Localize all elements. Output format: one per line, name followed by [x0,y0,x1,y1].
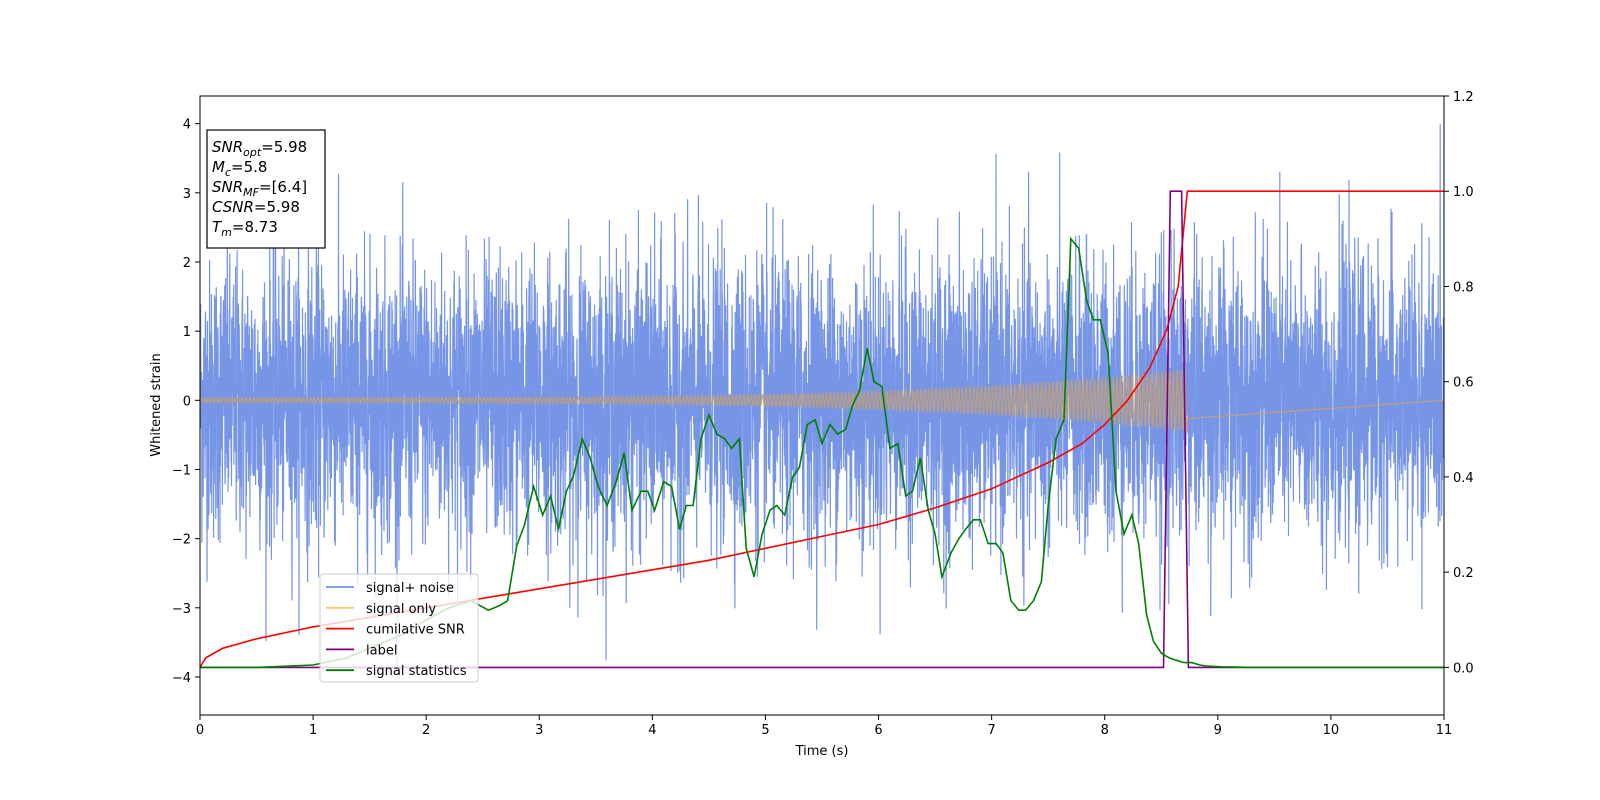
y-tick-label: 0 [183,394,191,409]
legend-label: label [366,643,397,658]
x-tick-label: 7 [987,723,995,738]
y-axis-left: 4 3 2 1 0 −1 −2 −3 −4 [172,118,200,686]
y-tick-label: 1 [183,325,191,340]
x-axis: 0 1 2 3 4 5 6 7 8 9 10 11 [196,715,1452,738]
annotation-line: CSNR=5.98 [212,198,300,216]
axes-frame [199,95,1445,716]
annotation-line: SNRopt=5.98 [212,138,307,159]
x-tick-label: 4 [648,723,656,738]
y-tick-label: −1 [172,463,191,478]
y-tick-label: −3 [172,602,191,617]
legend-label: signal statistics [366,664,467,679]
x-tick-label: 0 [196,723,204,738]
y-tick-label: −2 [172,533,191,548]
x-tick-label: 9 [1214,723,1222,738]
signal-only-line [200,369,1444,432]
x-tick-label: 2 [422,723,430,738]
legend-label: cumilative SNR [366,623,465,638]
y2-tick-label: 0.4 [1453,471,1474,486]
x-tick-label: 6 [874,723,882,738]
y2-tick-label: 0.0 [1453,661,1474,676]
y-axis-right: 1.2 1.0 0.8 0.6 0.4 0.2 0.0 [1444,90,1474,676]
y2-tick-label: 1.2 [1453,90,1474,105]
y2-tick-label: 0.8 [1453,280,1474,295]
x-tick-label: 11 [1436,723,1453,738]
y-tick-label: 3 [183,187,191,202]
y-axis-label: Whitened strain [149,353,164,456]
y-tick-label: −4 [172,671,191,686]
y2-tick-label: 0.2 [1453,566,1474,581]
x-tick-label: 1 [309,723,317,738]
y-tick-label: 2 [183,256,191,271]
y2-tick-label: 0.6 [1453,376,1474,391]
x-tick-label: 8 [1101,723,1109,738]
signal-only-series [200,369,1444,432]
legend-label: signal only [366,602,436,617]
signal-noise-line [200,124,1444,679]
annotation-line: SNRMF=[6.4] [212,178,307,199]
x-tick-label: 10 [1323,723,1340,738]
legend: signal+ noise signal only cumilative SNR la… [319,573,479,683]
x-axis-label: Time (s) [795,744,849,759]
y-tick-label: 4 [183,118,191,133]
x-tick-label: 5 [761,723,769,738]
legend-label: signal+ noise [366,581,454,596]
signal-statistics-line [200,236,1444,669]
annotation-line: Mc=5.8 [212,158,267,179]
signal-noise-series [200,124,1444,679]
y2-tick-label: 1.0 [1453,185,1474,200]
x-tick-label: 3 [535,723,543,738]
annotation-line: Tm=8.73 [212,218,278,239]
